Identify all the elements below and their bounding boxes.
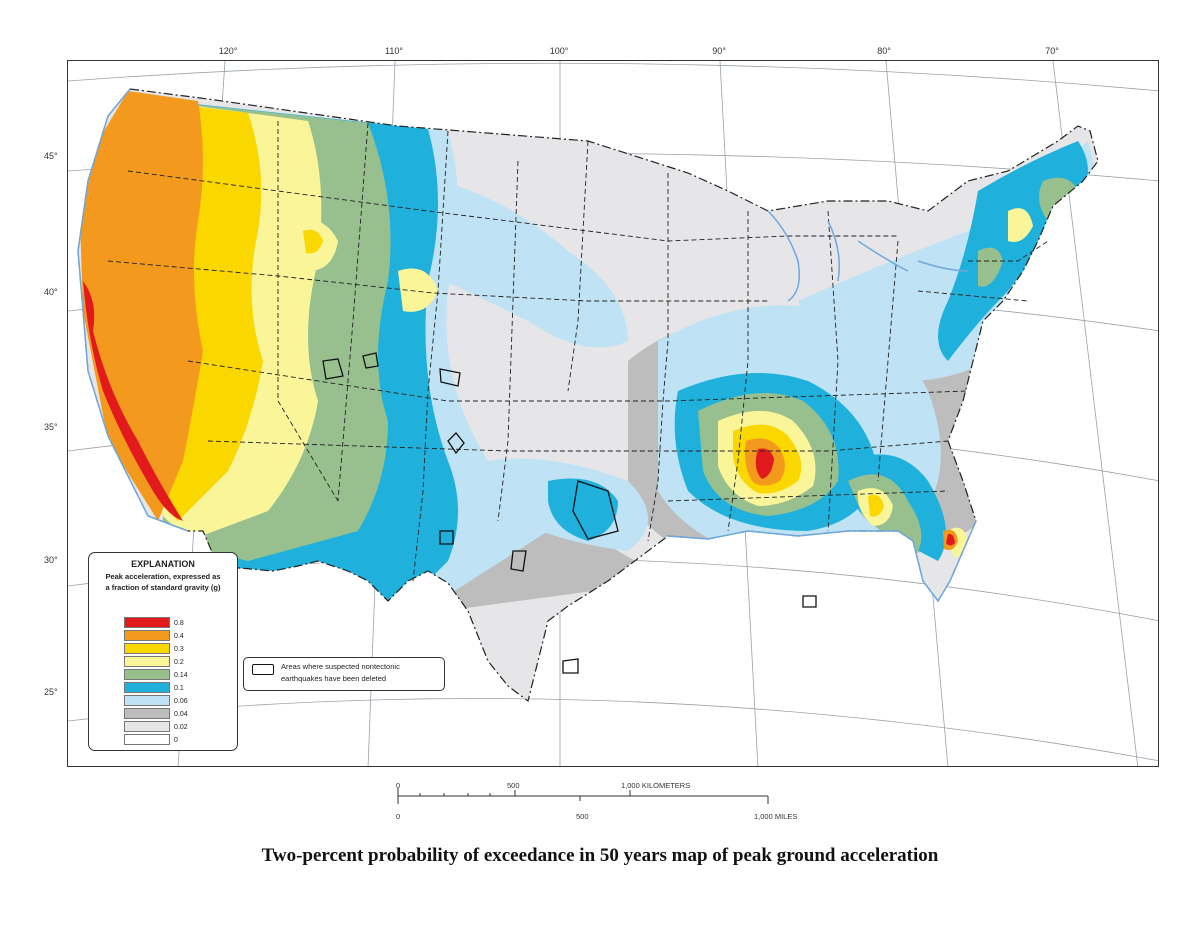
legend-class-label: 0.4 [174, 633, 184, 640]
legend-swatch [124, 643, 170, 654]
longitude-label-110: 110° [385, 46, 403, 56]
longitude-label-100: 100° [549, 46, 569, 56]
national-outline [77, 88, 1099, 703]
longitude-label-70: 70° [1045, 46, 1059, 56]
nontectonic-note-line1: Areas where suspected nontectonic [281, 662, 400, 671]
legend-swatch [124, 695, 170, 706]
state-boundaries [107, 121, 1049, 582]
legend-class-label: 0.1 [174, 685, 184, 692]
legend-swatch [124, 734, 170, 745]
legend-swatch [124, 617, 170, 628]
legend-class-label: 0.2 [174, 659, 184, 666]
legend-class: 0.06 [124, 695, 224, 707]
scale-bar [397, 788, 769, 804]
longitude-label-80: 80° [877, 46, 891, 56]
nontectonic-note: Areas where suspected nontectonic earthq… [243, 657, 445, 691]
nontectonic-swatch [252, 664, 274, 675]
legend-class: 0.14 [124, 669, 224, 681]
legend-swatch [124, 669, 170, 680]
latitude-label-40: 40° [44, 287, 58, 297]
latitude-label-25: 25° [44, 687, 58, 697]
map-caption: Two-percent probability of exceedance in… [261, 845, 939, 866]
scale-km-1000: 1,000 KILOMETERS [621, 781, 691, 790]
legend-class: 0.1 [124, 682, 224, 694]
legend-class: 0.4 [124, 630, 224, 642]
latitude-label-35: 35° [44, 422, 58, 432]
legend-class-label: 0.8 [174, 620, 184, 627]
legend-swatch [124, 708, 170, 719]
legend-class: 0.2 [124, 656, 224, 668]
legend-class: 0.04 [124, 708, 224, 720]
legend-swatch [124, 656, 170, 667]
scale-mi-500: 500 [576, 812, 589, 821]
scale-mi-0: 0 [396, 812, 401, 821]
legend-class: 0.3 [124, 643, 224, 655]
scale-km-0: 0 [396, 781, 401, 790]
legend-class-label: 0.04 [174, 711, 188, 718]
latitude-label-30: 30° [44, 555, 58, 565]
legend-class-label: 0.02 [174, 724, 188, 731]
legend-class: 0.02 [124, 721, 224, 733]
nontectonic-areas [322, 352, 817, 674]
legend: EXPLANATION Peak acceleration, expressed… [88, 552, 238, 751]
legend-subtitle-line2: a fraction of standard gravity (g) [105, 583, 221, 592]
legend-class-label: 0 [174, 737, 178, 744]
scale-mi-1000: 1,000 MILES [754, 812, 798, 821]
longitude-label-90: 90° [712, 46, 726, 56]
map-frame [67, 60, 1159, 767]
legend-swatch [124, 682, 170, 693]
longitude-label-120: 120° [218, 46, 238, 56]
legend-class: 0.8 [124, 617, 224, 629]
latitude-label-45: 45° [44, 151, 58, 161]
legend-class: 0 [124, 734, 224, 746]
legend-swatch [124, 630, 170, 641]
legend-title: EXPLANATION [131, 559, 195, 569]
legend-subtitle-line1: Peak acceleration, expressed as [105, 572, 221, 581]
legend-class-label: 0.06 [174, 698, 188, 705]
nontectonic-note-line2: earthquakes have been deleted [281, 674, 387, 683]
water-bodies [77, 88, 977, 603]
hazard-map [68, 61, 1158, 766]
scale-km-500: 500 [507, 781, 520, 790]
legend-swatch [124, 721, 170, 732]
legend-class-label: 0.14 [174, 672, 188, 679]
legend-class-label: 0.3 [174, 646, 184, 653]
